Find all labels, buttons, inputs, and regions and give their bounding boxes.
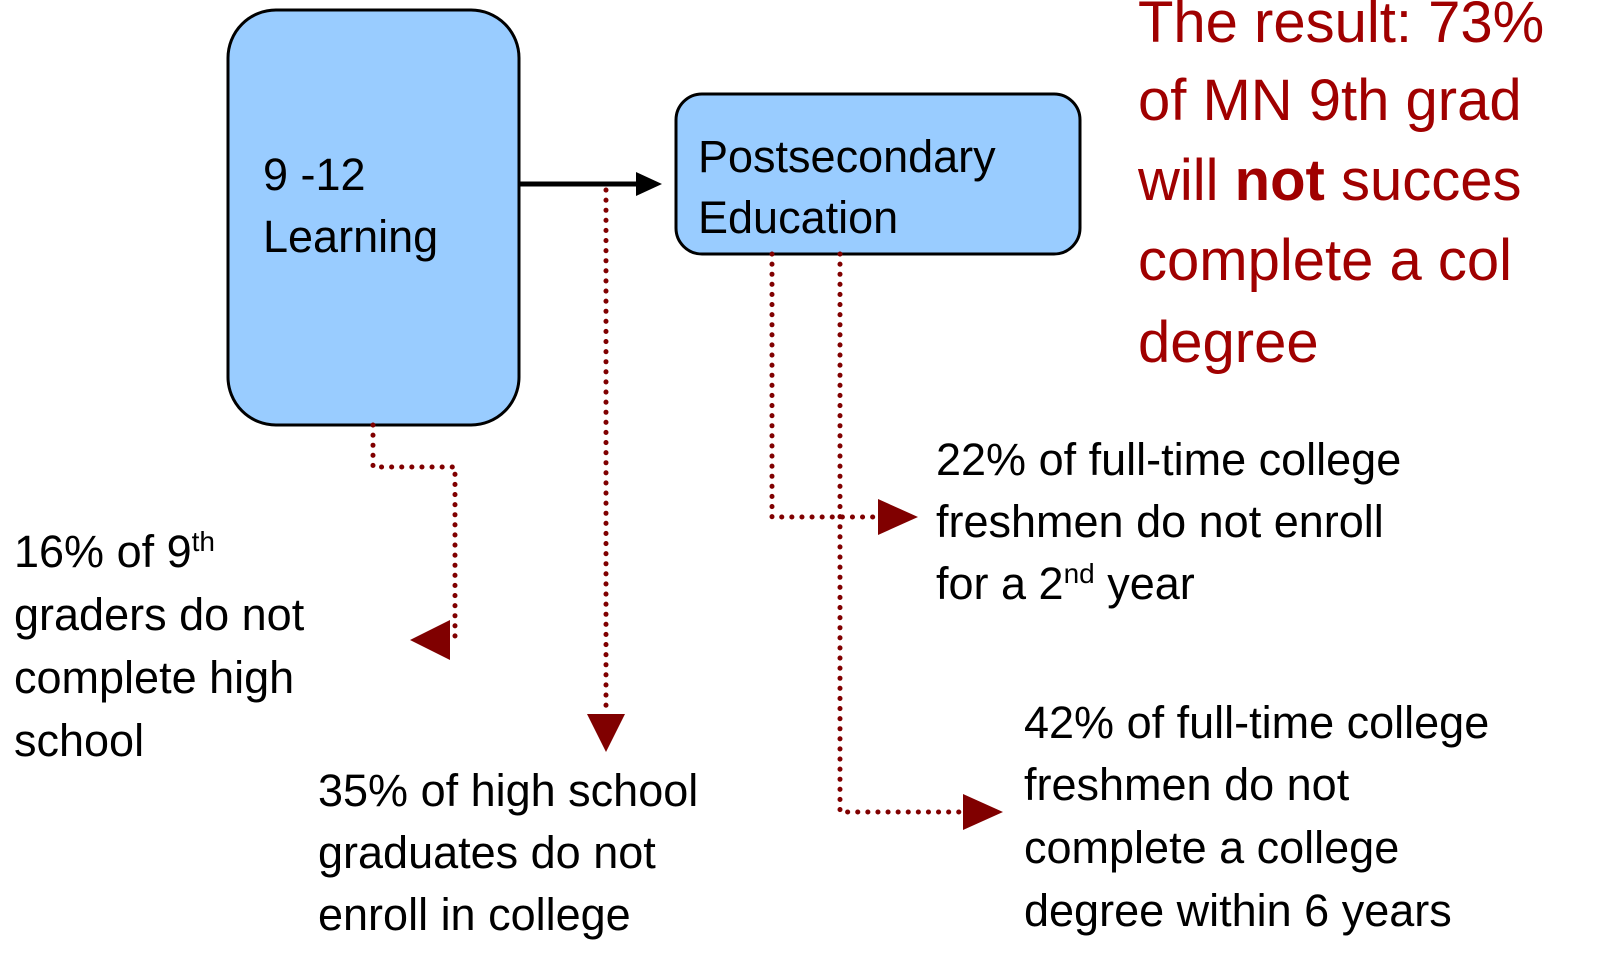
arrow-head xyxy=(636,172,662,196)
dotted-connector xyxy=(370,422,458,643)
text-line: of MN 9th grad xyxy=(1138,68,1522,133)
annotation: 42% of full-time college freshmen do not… xyxy=(1024,697,1489,936)
text-line: degree within 6 years xyxy=(1024,885,1452,936)
text-line: freshmen do not xyxy=(1024,759,1350,810)
arrow-head xyxy=(963,794,1003,830)
text-line: will xyxy=(1137,148,1235,213)
text-line: Education xyxy=(698,192,898,243)
text-line: 22% of full-time college xyxy=(936,434,1401,485)
text-line: Learning xyxy=(263,211,438,262)
text-line: complete high xyxy=(14,652,294,703)
text-line: for a 2 xyxy=(936,558,1064,609)
text-line: degree xyxy=(1138,310,1319,375)
node-label: Postsecondary Education xyxy=(0,0,1058,243)
arrow-head xyxy=(410,620,450,660)
node-label: 9 -12 Learning xyxy=(0,0,476,262)
result-text: The result: 73% of MN 9th grad will not … xyxy=(0,0,1608,375)
text-line: complete a col xyxy=(1138,228,1512,293)
dotted-connector xyxy=(837,251,966,815)
text-line: enroll in college xyxy=(318,889,631,940)
text-line: 42% of full-time college xyxy=(1024,697,1489,748)
annotation: 35% of high school graduates do not enro… xyxy=(0,0,761,940)
text-bold: not xyxy=(1235,148,1325,213)
text-line: graduates do not xyxy=(318,827,656,878)
arrow-head xyxy=(878,499,918,535)
annotation: 16% of 9th graders do not complete high … xyxy=(0,0,367,766)
text-line: graders do not xyxy=(14,589,305,640)
text-line: 16% of 9 xyxy=(14,526,192,577)
superscript: nd xyxy=(1064,558,1095,589)
text-line: 9 -12 xyxy=(263,149,366,200)
text-line: year xyxy=(1095,558,1195,609)
text-line: complete a college xyxy=(1024,822,1399,873)
annotation: 22% of full-time college freshmen do not… xyxy=(936,434,1401,609)
text-line: freshmen do not enroll xyxy=(936,496,1384,547)
text-line: The result: 73% xyxy=(1138,0,1544,55)
dotted-connector xyxy=(769,251,881,520)
superscript: th xyxy=(192,526,215,557)
text-line: Postsecondary xyxy=(698,131,996,182)
text-line: 35% of high school xyxy=(318,765,698,816)
text-line: school xyxy=(14,715,144,766)
text-line: succes xyxy=(1325,148,1522,213)
box-postsecondary xyxy=(674,92,1082,256)
arrow-head xyxy=(587,714,625,752)
